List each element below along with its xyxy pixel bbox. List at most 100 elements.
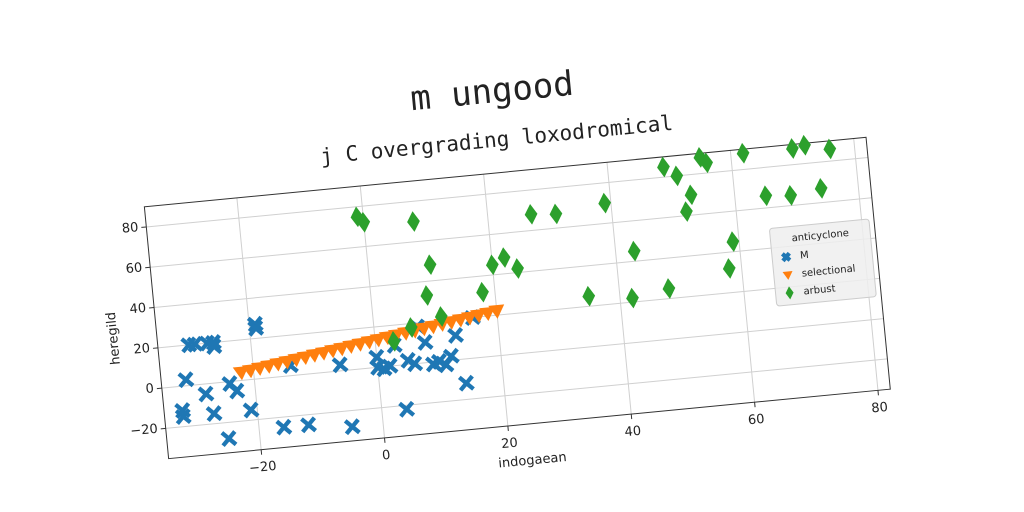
x-tick-label: −20 — [248, 459, 277, 477]
point — [351, 337, 368, 352]
point — [626, 287, 639, 309]
point — [314, 346, 331, 361]
point — [220, 430, 238, 448]
point — [784, 185, 798, 206]
point — [524, 203, 538, 225]
grid-line — [161, 318, 884, 389]
point — [246, 315, 264, 333]
point — [451, 313, 468, 328]
point — [722, 258, 736, 279]
point — [177, 371, 195, 389]
y-axis-label: heregild — [104, 311, 124, 365]
point — [476, 281, 489, 303]
point — [331, 356, 349, 374]
point — [457, 374, 475, 392]
point — [205, 334, 222, 351]
point — [662, 278, 676, 299]
grid-line — [150, 197, 872, 268]
point — [759, 185, 773, 207]
point — [736, 142, 750, 164]
point — [387, 331, 401, 352]
legend-title: anticyclone — [791, 228, 849, 244]
y-tick-label: 60 — [125, 261, 143, 278]
grid-line — [729, 150, 756, 403]
point — [378, 330, 395, 346]
legend-box — [769, 218, 877, 307]
point — [278, 355, 295, 370]
point — [186, 335, 204, 353]
point — [423, 254, 437, 276]
grid-line — [157, 277, 880, 349]
x-tick-label: 80 — [871, 400, 889, 417]
point — [442, 347, 460, 365]
chart-subtitle: j C overgrading loxodromical — [319, 111, 674, 169]
point — [342, 339, 359, 354]
point — [497, 247, 511, 268]
point — [398, 400, 416, 418]
point — [823, 138, 837, 160]
legend-label: arbust — [803, 283, 836, 297]
x-tick-label: 0 — [381, 448, 391, 464]
plot-frame — [143, 136, 891, 460]
point — [488, 304, 505, 319]
point — [242, 401, 260, 419]
point — [582, 285, 596, 307]
point — [442, 315, 459, 330]
y-tick-label: 80 — [121, 220, 139, 237]
point — [424, 319, 441, 335]
point — [485, 254, 499, 276]
grid-line — [606, 162, 632, 415]
x-tick-label: 40 — [624, 424, 642, 441]
point — [369, 333, 386, 348]
point — [228, 382, 246, 400]
point — [726, 231, 740, 252]
y-tick-label: −20 — [130, 422, 159, 440]
point — [627, 240, 641, 262]
x-tick-label: 20 — [501, 436, 519, 453]
point — [296, 350, 313, 366]
point — [684, 184, 698, 206]
y-tick-label: 0 — [145, 381, 155, 397]
point — [357, 211, 371, 233]
legend-label: selectional — [801, 263, 856, 279]
point — [511, 258, 524, 279]
point — [300, 416, 317, 434]
grid-line — [146, 156, 869, 228]
point — [420, 285, 434, 306]
point — [333, 341, 350, 357]
point — [680, 201, 693, 222]
point — [343, 418, 361, 436]
point — [205, 405, 223, 423]
point — [657, 156, 670, 178]
point — [434, 306, 448, 327]
legend-marker — [782, 270, 793, 280]
y-tick-label: 40 — [129, 301, 147, 318]
point — [197, 385, 215, 403]
legend-marker — [785, 286, 794, 300]
point — [174, 408, 192, 426]
point — [241, 363, 258, 379]
point — [415, 321, 432, 337]
point — [360, 335, 377, 350]
point — [205, 338, 223, 355]
point — [670, 165, 684, 187]
point — [269, 357, 286, 372]
point — [404, 317, 418, 338]
point — [260, 359, 277, 374]
y-tick-label: 20 — [133, 341, 151, 358]
x-tick-label: 60 — [747, 412, 765, 429]
point — [287, 352, 304, 368]
point — [232, 366, 249, 381]
point — [549, 203, 563, 225]
point — [416, 333, 434, 351]
legend-label: M — [800, 250, 810, 262]
chart-title: m ungood — [408, 64, 575, 120]
point — [479, 306, 496, 322]
grid-line — [165, 358, 888, 429]
point — [324, 344, 340, 359]
point — [368, 348, 386, 366]
rotated-figure: m ungood j C overgrading loxodromical in… — [104, 64, 891, 477]
point — [381, 357, 399, 375]
point — [406, 355, 424, 373]
